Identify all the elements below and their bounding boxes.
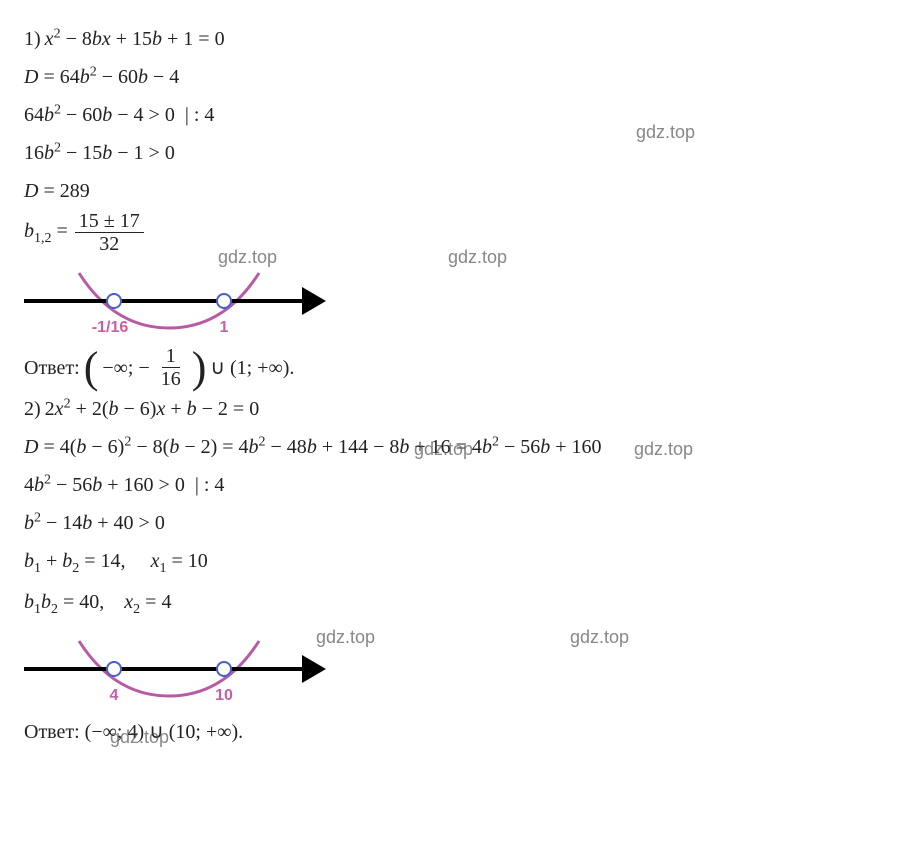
p2-ineq2-text: b2 − 14b + 40 > 0 <box>24 504 165 542</box>
p2-inequality-2: b2 − 14b + 40 > 0 <box>24 504 888 542</box>
p1-roots: b1,2 = 15 ± 17 32 <box>24 210 888 255</box>
p1-discriminant-2: D = 289 <box>24 172 888 210</box>
p2-discriminant: D = 4(b − 6)2 − 8(b − 2) = 4b2 − 48b + 1… <box>24 428 888 466</box>
p1-numberline: -1/16 1 <box>24 263 324 343</box>
p2-number: 2) <box>24 390 41 428</box>
p2-answer: Ответ: (−∞; 4) ∪ (10; +∞). <box>24 713 888 751</box>
p1-equation: 1) x2 − 8bx + 15b + 1 = 0 <box>24 20 888 58</box>
p1-number: 1) <box>24 20 41 58</box>
watermark: gdz.top <box>570 620 629 654</box>
p2-answer-text: Ответ: (−∞; 4) ∪ (10; +∞). <box>24 713 243 751</box>
p1-arrowhead-icon <box>302 287 326 315</box>
p2-point-label-left: 4 <box>110 681 119 711</box>
watermark: gdz.top <box>316 620 375 654</box>
p2-equation: 2) 2x2 + 2(b − 6)x + b − 2 = 0 <box>24 390 888 428</box>
p1-parabola-curve <box>24 263 324 343</box>
p1-roots-numerator: 15 ± 17 <box>75 210 144 233</box>
p1-point-left <box>106 293 122 309</box>
p2-parabola-curve <box>24 631 324 711</box>
p1-disc2-text: D = 289 <box>24 172 90 210</box>
p1-answer-fraction: 1 16 <box>157 345 185 390</box>
p2-inequality-1: 4b2 − 56b + 160 > 0 | : 4 <box>24 466 888 504</box>
p1-answer-left: −∞; − <box>102 349 149 387</box>
p1-inequality-2: 16b2 − 15b − 1 > 0 <box>24 134 888 172</box>
p2-numberline: 4 10 <box>24 631 324 711</box>
p2-eq-text: 2x2 + 2(b − 6)x + b − 2 = 0 <box>45 390 260 428</box>
p1-point-label-left: -1/16 <box>92 313 128 343</box>
p1-roots-denominator: 32 <box>95 233 123 255</box>
p1-eq-text: x2 − 8bx + 15b + 1 = 0 <box>45 20 225 58</box>
p1-answer-frac-den: 16 <box>157 368 185 390</box>
p2-point-right <box>216 661 232 677</box>
p2-disc-text: D = 4(b − 6)2 − 8(b − 2) = 4b2 − 48b + 1… <box>24 428 602 466</box>
p2-vieta2-text: b1b2 = 40, x2 = 4 <box>24 583 171 624</box>
p2-point-label-right: 10 <box>215 681 233 711</box>
p1-ineq1-text: 64b2 − 60b − 4 > 0 | : 4 <box>24 96 214 134</box>
p2-arrowhead-icon <box>302 655 326 683</box>
p1-inequality-1: 64b2 − 60b − 4 > 0 | : 4 <box>24 96 888 134</box>
p1-answer-frac-num: 1 <box>162 345 180 368</box>
p1-ineq2-text: 16b2 − 15b − 1 > 0 <box>24 134 175 172</box>
p1-roots-label: b1,2 = <box>24 212 68 253</box>
p2-vieta1-text: b1 + b2 = 14, x1 = 10 <box>24 542 208 583</box>
p1-answer: Ответ: ( −∞; − 1 16 ) ∪ (1; +∞). <box>24 345 888 390</box>
p1-discriminant: D = 64b2 − 60b − 4 <box>24 58 888 96</box>
p2-vieta-1: b1 + b2 = 14, x1 = 10 <box>24 542 888 583</box>
p1-point-right <box>216 293 232 309</box>
p1-axis-line <box>24 299 304 303</box>
p2-vieta-2: b1b2 = 40, x2 = 4 <box>24 583 888 624</box>
p2-axis-line <box>24 667 304 671</box>
p1-point-label-right: 1 <box>220 313 229 343</box>
p2-point-left <box>106 661 122 677</box>
p1-disc-text: D = 64b2 − 60b − 4 <box>24 58 179 96</box>
p2-ineq1-text: 4b2 − 56b + 160 > 0 | : 4 <box>24 466 224 504</box>
p1-roots-fraction: 15 ± 17 32 <box>75 210 144 255</box>
p1-answer-right: ∪ (1; +∞). <box>210 349 294 387</box>
p1-answer-label: Ответ: <box>24 349 80 387</box>
document-root: gdz.top gdz.top gdz.top gdz.top gdz.top … <box>24 20 888 751</box>
